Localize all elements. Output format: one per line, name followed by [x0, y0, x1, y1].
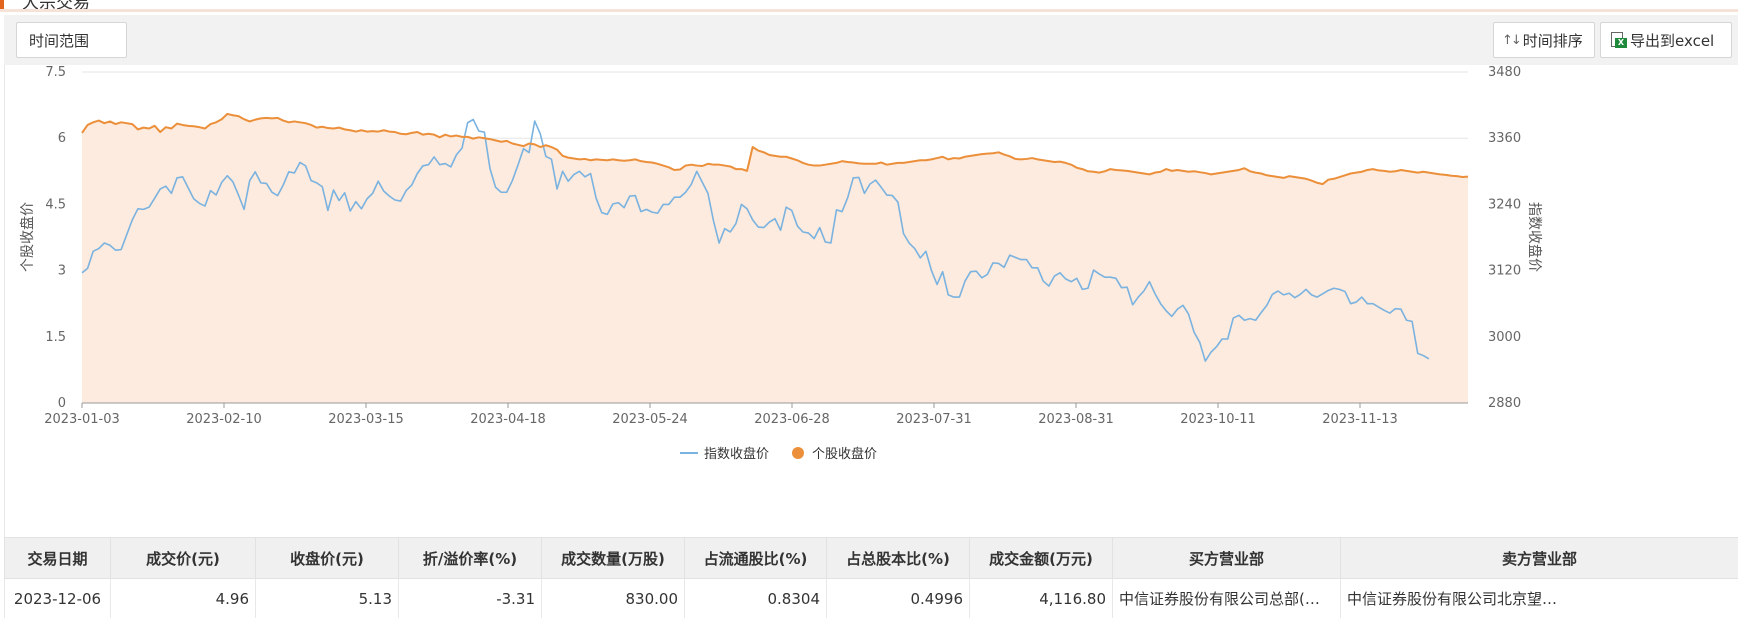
price-chart: 0 2880 1.5 3000 3 3120 4.5 3240 6 3360 7.5 3480 2023… — [4, 65, 1738, 535]
panel-frame — [4, 15, 1738, 618]
cell-deal-amount: 4,116.80 — [969, 578, 1113, 618]
x-tick-label: 2023-10-11 — [1180, 412, 1256, 427]
time-sort-button[interactable]: ↑↓ 时间排序 — [1493, 22, 1595, 58]
x-tick-label: 2023-05-24 — [612, 412, 688, 427]
y-right-tick-label: 3480 — [1488, 65, 1521, 80]
sort-arrows-icon: ↑↓ — [1502, 32, 1522, 48]
cell-total-ratio: 0.4996 — [826, 578, 970, 618]
cell-float-ratio: 0.8304 — [684, 578, 827, 618]
time-sort-label: 时间排序 — [1522, 31, 1583, 50]
header-float-ratio[interactable]: 占流通股比(%) — [684, 537, 827, 579]
cell-seller-branch[interactable]: 中信证券股份有限公司北京望… — [1340, 578, 1738, 618]
y-left-tick-label: 7.5 — [45, 65, 66, 80]
export-excel-button[interactable]: X 导出到excel — [1600, 22, 1732, 58]
chart-legend: 指数收盘价 个股收盘价 — [680, 446, 877, 462]
y-left-tick-label: 4.5 — [45, 197, 66, 212]
header-trade-date[interactable]: 交易日期 — [4, 537, 111, 579]
y-right-tick-label: 3360 — [1488, 131, 1521, 146]
header-close-price[interactable]: 收盘价(元) — [255, 537, 399, 579]
table-header-row: 交易日期 成交价(元) 收盘价(元) 折/溢价率(%) 成交数量(万股) 占流通… — [4, 537, 1738, 579]
block-trade-table-wrap: 交易日期 成交价(元) 收盘价(元) 折/溢价率(%) 成交数量(万股) 占流通… — [4, 537, 1738, 618]
header-deal-price[interactable]: 成交价(元) — [110, 537, 256, 579]
x-tick-label: 2023-06-28 — [754, 412, 830, 427]
time-range-label: 时间范围 — [29, 31, 90, 50]
series-layer — [81, 112, 1469, 404]
stock-close-area — [82, 113, 1468, 404]
header-seller-branch[interactable]: 卖方营业部 — [1340, 537, 1738, 579]
y-right-tick-label: 3240 — [1488, 197, 1521, 212]
x-tick-label: 2023-04-18 — [470, 412, 546, 427]
section-accent-bar — [0, 0, 4, 9]
y-left-tick-label: 3 — [58, 264, 66, 279]
y-left-tick-label: 1.5 — [45, 330, 66, 345]
y-axis-right-title: 指数收盘价 — [1526, 202, 1543, 272]
stock-close-line[interactable] — [81, 112, 1469, 186]
x-tick-label: 2023-01-03 — [44, 412, 120, 427]
index-close-line[interactable] — [81, 118, 1430, 362]
x-tick-label: 2023-08-31 — [1038, 412, 1114, 427]
header-deal-volume[interactable]: 成交数量(万股) — [541, 537, 685, 579]
axis-layer: 0 2880 1.5 3000 3 3120 4.5 3240 6 3360 7.5 3480 2023… — [44, 65, 1521, 427]
section-title: 大宗交易 — [22, 0, 90, 12]
export-excel-label: 导出到excel — [1630, 31, 1715, 50]
cell-buyer-branch[interactable]: 中信证券股份有限公司总部(非… — [1112, 578, 1341, 618]
legend-item-stock[interactable]: 个股收盘价 — [792, 446, 877, 462]
legend-stock-label: 个股收盘价 — [812, 446, 877, 462]
x-tick-label: 2023-02-10 — [186, 412, 262, 427]
y-right-tick-label: 3120 — [1488, 264, 1521, 279]
cell-deal-volume: 830.00 — [541, 578, 685, 618]
legend-item-index[interactable]: 指数收盘价 — [680, 446, 769, 462]
cell-deal-price: 4.96 — [110, 578, 256, 618]
header-total-ratio[interactable]: 占总股本比(%) — [826, 537, 970, 579]
x-tick-label: 2023-03-15 — [328, 412, 404, 427]
legend-index-label: 指数收盘价 — [704, 446, 769, 462]
price-chart-svg: 0 2880 1.5 3000 3 3120 4.5 3240 6 3360 7.5 3480 2023… — [19, 65, 1543, 462]
header-deal-amount[interactable]: 成交金额(万元) — [969, 537, 1113, 579]
y-left-tick-label: 6 — [58, 131, 66, 146]
cell-premium-rate: -3.31 — [398, 578, 542, 618]
y-left-tick-label: 0 — [58, 396, 66, 411]
table-row[interactable]: 2023-12-06 4.96 5.13 -3.31 830.00 0.8304… — [4, 578, 1738, 618]
cell-close-price: 5.13 — [255, 578, 399, 618]
cell-trade-date: 2023-12-06 — [4, 578, 111, 618]
block-trade-table: 交易日期 成交价(元) 收盘价(元) 折/溢价率(%) 成交数量(万股) 占流通… — [4, 537, 1738, 618]
header-premium-rate[interactable]: 折/溢价率(%) — [398, 537, 542, 579]
y-right-tick-label: 3000 — [1488, 330, 1521, 345]
time-range-button[interactable]: 时间范围 — [16, 22, 127, 58]
x-tick-label: 2023-11-13 — [1322, 412, 1398, 427]
y-right-tick-label: 2880 — [1488, 396, 1521, 411]
y-axis-left-title: 个股收盘价 — [19, 202, 36, 272]
chart-toolbar: 时间范围 ↑↓ 时间排序 X 导出到excel — [4, 15, 1738, 65]
excel-icon: X — [1609, 31, 1627, 49]
x-tick-label: 2023-07-31 — [896, 412, 972, 427]
header-buyer-branch[interactable]: 买方营业部 — [1112, 537, 1341, 579]
legend-stock-swatch — [792, 447, 804, 459]
section-header-strip: 大宗交易 — [0, 0, 1738, 12]
